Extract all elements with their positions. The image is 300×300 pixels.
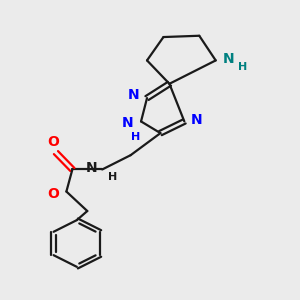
Text: O: O bbox=[47, 135, 59, 149]
Text: O: O bbox=[47, 187, 59, 201]
Text: N: N bbox=[128, 88, 140, 103]
Text: N: N bbox=[122, 116, 134, 130]
Text: N: N bbox=[86, 161, 98, 175]
Text: H: H bbox=[238, 62, 247, 72]
Text: H: H bbox=[131, 132, 140, 142]
Text: N: N bbox=[190, 113, 202, 127]
Text: H: H bbox=[108, 172, 117, 182]
Text: N: N bbox=[223, 52, 235, 66]
